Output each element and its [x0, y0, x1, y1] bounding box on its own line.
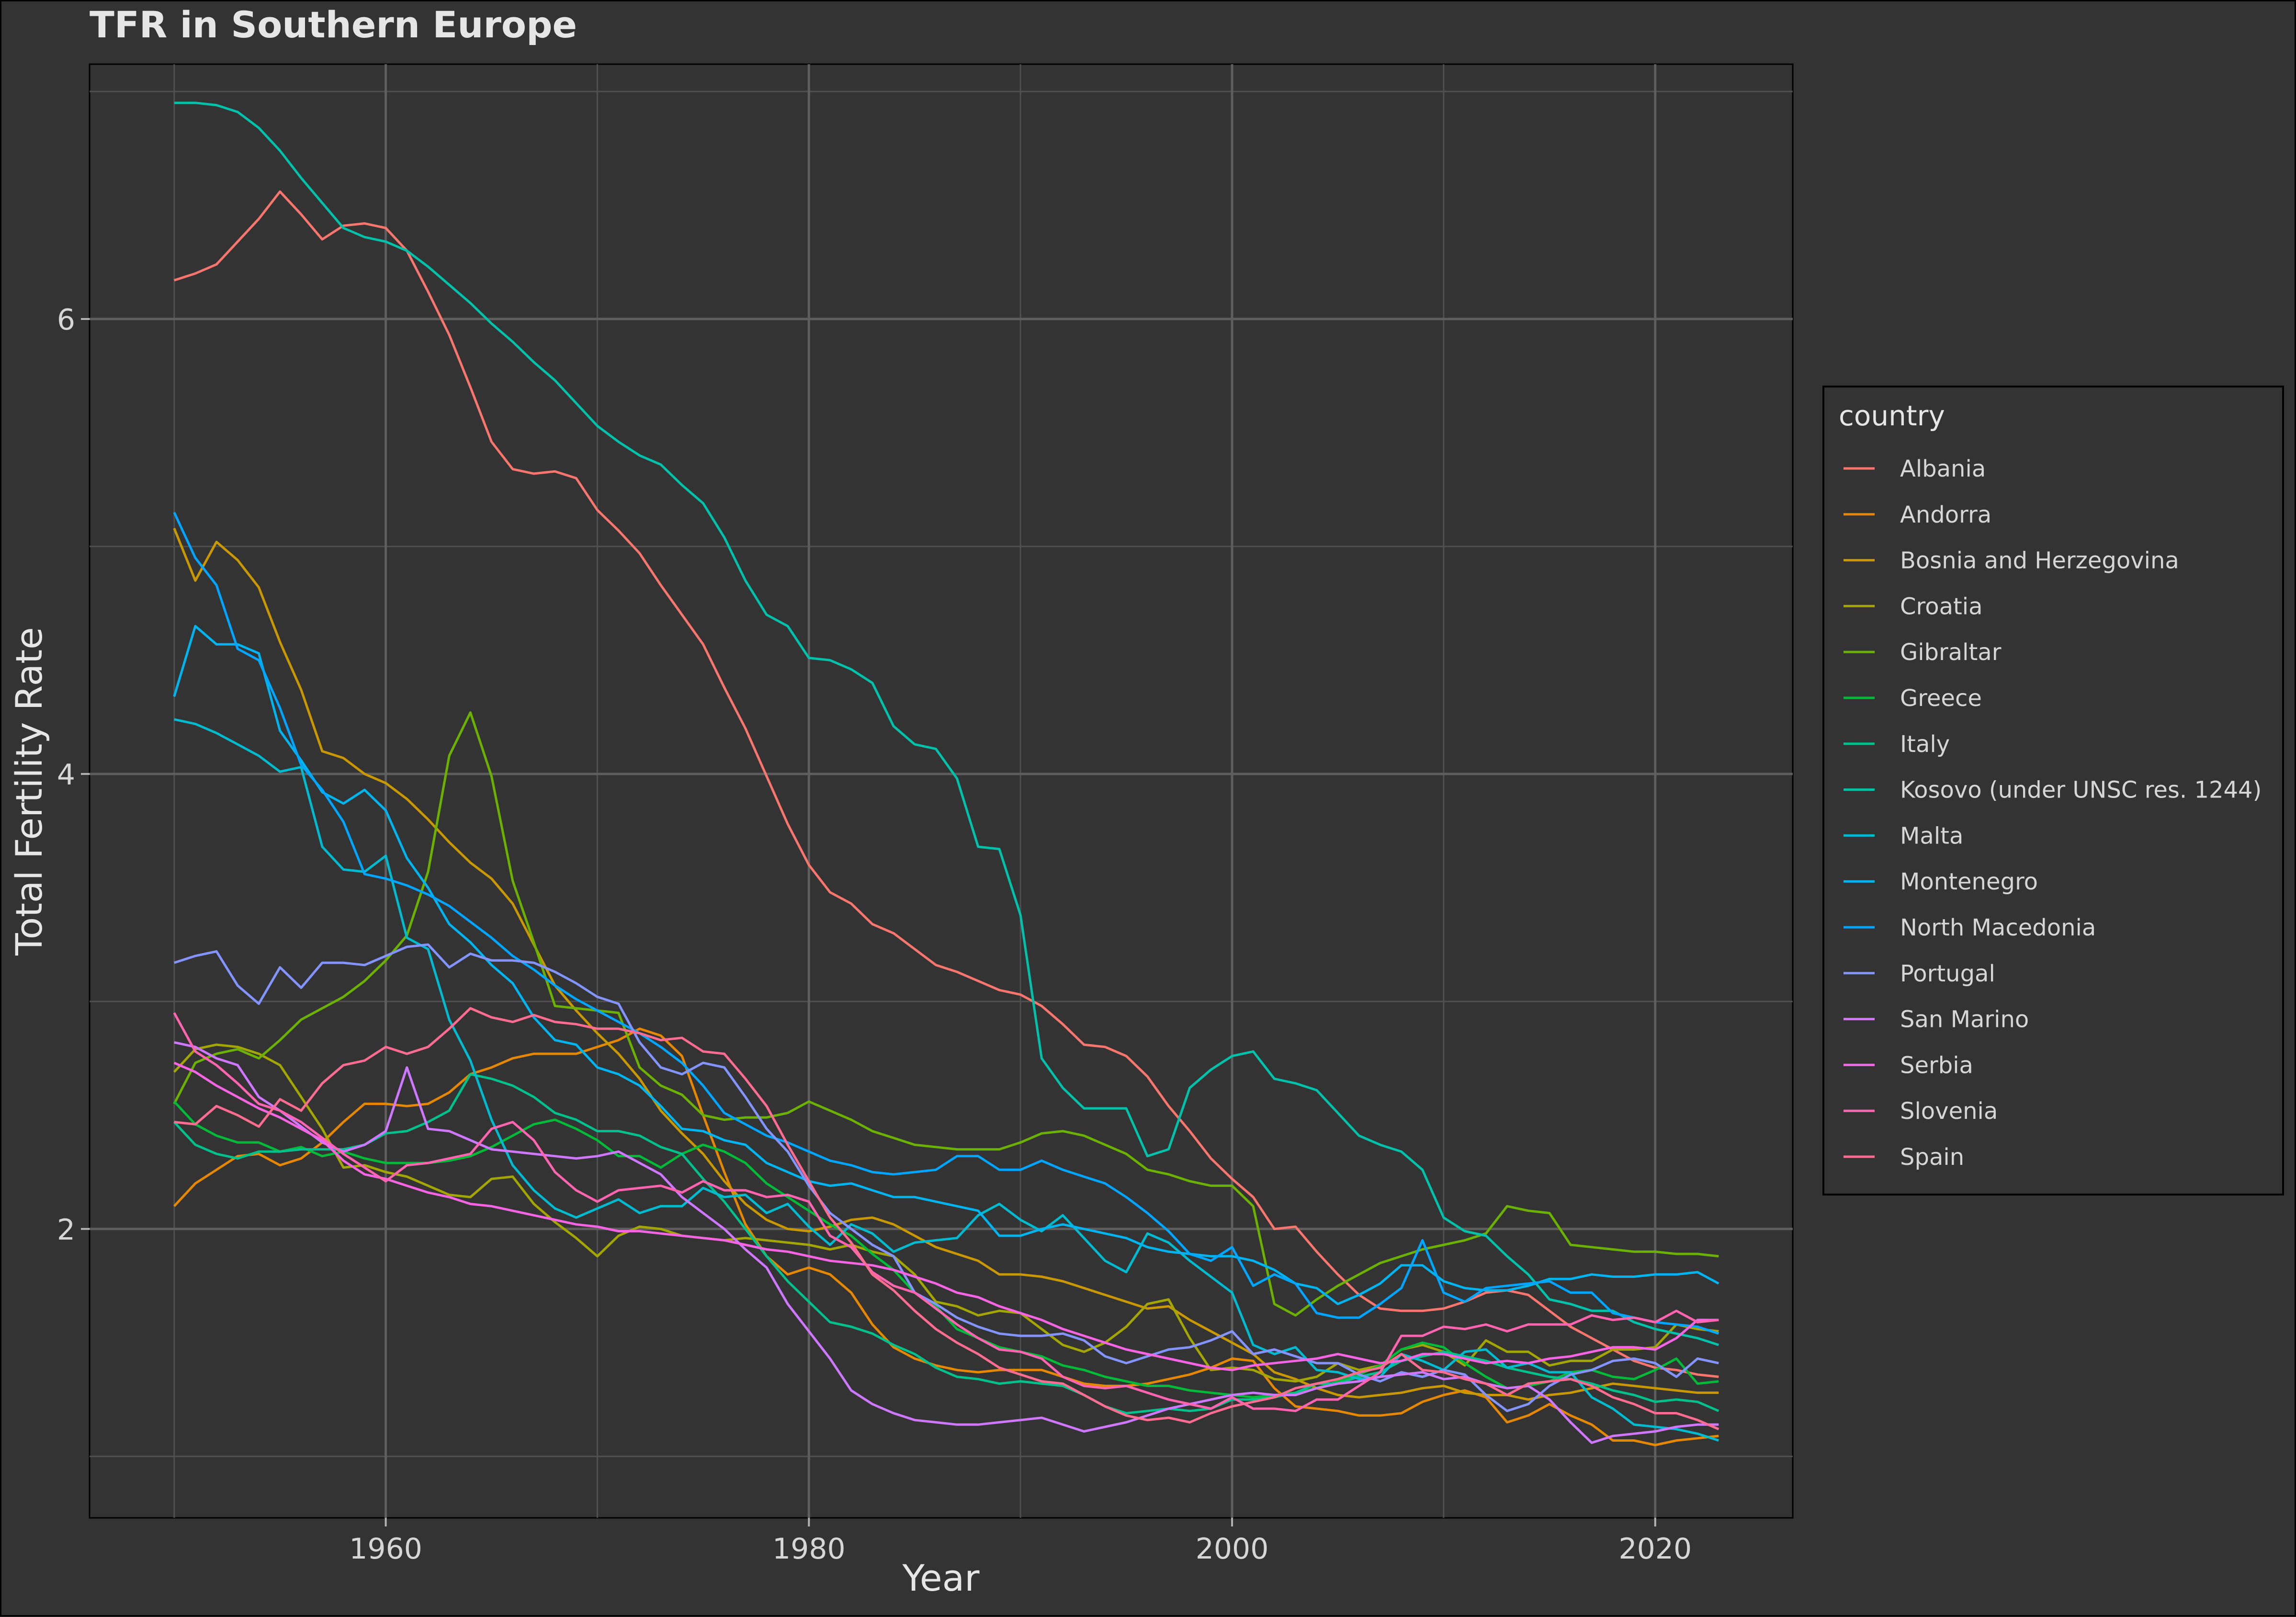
legend-label: Andorra [1900, 501, 1991, 528]
x-tick-label: 2000 [1196, 1532, 1269, 1566]
legend: country Albania Andorra Bosnia and Herzego… [1822, 386, 2284, 1196]
x-tick-label: 1960 [349, 1532, 422, 1566]
legend-label: Italy [1900, 731, 1950, 758]
series-line-croatia [173, 1043, 1719, 1383]
series-line-malta [174, 718, 1719, 1442]
legend-label: Spain [1900, 1144, 1964, 1171]
legend-label: Kosovo (under UNSC res. 1244) [1900, 777, 2262, 804]
y-axis-label: Total Fertility Rate [8, 627, 50, 956]
series-line-montenegro [173, 625, 1719, 1305]
series-line-kosovo-under-unsc-res-1244 [174, 102, 1719, 1346]
legend-label: North Macedonia [1900, 914, 2096, 941]
legend-label: Gibraltar [1900, 639, 2002, 666]
y-axis-ticks: 2 4 6 [57, 303, 90, 1247]
x-tick-label: 2020 [1618, 1532, 1692, 1566]
series-line-serbia [173, 1061, 1719, 1371]
major-grid [90, 64, 1793, 1518]
legend-label: Croatia [1900, 593, 1983, 620]
legend-label: Bosnia and Herzegovina [1900, 547, 2179, 574]
series-line-north-macedonia [173, 512, 1719, 1335]
series-line-spain [174, 1007, 1719, 1431]
legend-label: Montenegro [1900, 868, 2038, 895]
legend-items: Albania Andorra Bosnia and Herzegovina Croa… [1844, 455, 2262, 1171]
x-tick-label: 1980 [772, 1532, 846, 1566]
legend-label: Serbia [1900, 1052, 1973, 1079]
legend-label: Malta [1900, 822, 1963, 849]
legend-label: Portugal [1900, 960, 1995, 987]
chart-title: TFR in Southern Europe [90, 3, 577, 46]
minor-grid [90, 64, 1793, 1518]
y-tick-label: 2 [57, 1213, 75, 1247]
legend-label: Albania [1900, 455, 1986, 482]
legend-title: country [1839, 399, 1945, 432]
legend-box [1822, 386, 2284, 1196]
legend-label: Greece [1900, 685, 1982, 712]
legend-label: Slovenia [1900, 1098, 1998, 1125]
plot-panel [89, 63, 1794, 1519]
series-line-slovenia [173, 1012, 1719, 1412]
series-line-portugal [173, 943, 1719, 1412]
series-line-bosnia-and-herzegovina [173, 527, 1719, 1401]
series-line-albania [173, 190, 1719, 1378]
x-axis-ticks: 1960 1980 2000 2020 [349, 1518, 1692, 1566]
y-tick-label: 4 [57, 758, 75, 792]
y-tick-label: 6 [57, 303, 75, 337]
series-layer [173, 102, 1719, 1446]
x-axis-label: Year [902, 1557, 980, 1599]
legend-label: San Marino [1900, 1006, 2029, 1033]
series-line-gibraltar [173, 711, 1719, 1317]
